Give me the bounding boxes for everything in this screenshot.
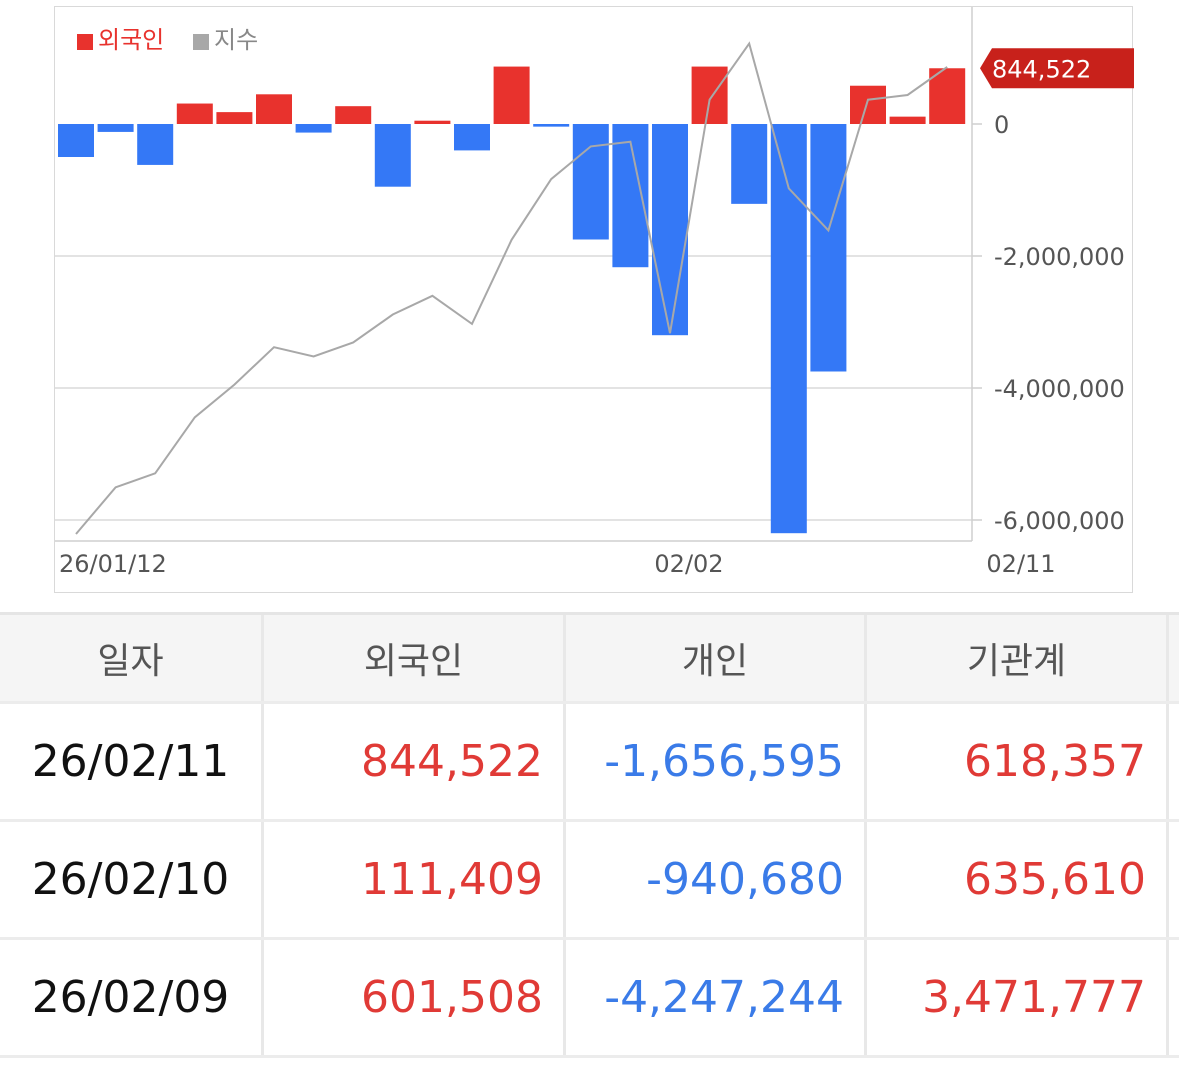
table-row[interactable]: 26/02/09 601,508 -4,247,244 3,471,777	[0, 940, 1179, 1058]
y-tick-label: -6,000,000	[994, 507, 1125, 535]
bar	[652, 124, 688, 336]
legend-swatch	[193, 34, 209, 50]
row-foreign: 844,522	[264, 704, 566, 819]
bar	[533, 124, 570, 127]
bar	[889, 116, 926, 124]
bar	[454, 124, 490, 151]
current-value-label: 844,522	[992, 55, 1091, 83]
bar	[58, 124, 94, 157]
table-row[interactable]: 26/02/11 844,522 -1,656,595 618,357	[0, 704, 1179, 822]
bar	[335, 106, 372, 124]
row-overflow	[1169, 940, 1179, 1055]
bar	[691, 66, 728, 124]
row-date: 26/02/10	[0, 822, 264, 937]
bar	[731, 124, 768, 204]
bar	[414, 120, 451, 124]
bar	[572, 124, 609, 240]
bar	[176, 103, 213, 124]
table-row[interactable]: 26/02/10 111,409 -940,680 635,610	[0, 822, 1179, 940]
y-tick-label: -2,000,000	[994, 243, 1125, 271]
bar	[810, 124, 847, 372]
row-institution: 3,471,777	[867, 940, 1169, 1055]
x-tick-label: 02/02	[654, 550, 723, 578]
chart-panel: 0 -2,000,000 -4,000,000 -6,000,000 26/01/12 0…	[54, 6, 1134, 593]
row-foreign: 111,409	[264, 822, 566, 937]
bar	[850, 85, 886, 124]
current-value-tag	[980, 48, 1134, 89]
row-individual: -4,247,244	[566, 940, 867, 1055]
bar	[295, 124, 332, 133]
legend-label: 지수	[214, 26, 258, 54]
table-header-row: 일자 외국인 개인 기관계	[0, 612, 1179, 704]
row-date: 26/02/09	[0, 940, 264, 1055]
bar	[216, 112, 253, 124]
y-tick-label: 0	[994, 111, 1009, 139]
x-tick-label: 02/11	[986, 550, 1055, 578]
row-individual: -1,656,595	[566, 704, 867, 819]
header-institution[interactable]: 기관계	[867, 615, 1169, 701]
chart-svg: 0 -2,000,000 -4,000,000 -6,000,000 26/01/12 0…	[55, 7, 1134, 578]
bar	[97, 124, 134, 132]
legend-swatch	[77, 34, 93, 50]
bar	[137, 124, 174, 165]
row-overflow	[1169, 822, 1179, 937]
header-individual[interactable]: 개인	[566, 615, 867, 701]
row-individual: -940,680	[566, 822, 867, 937]
bar	[256, 94, 292, 124]
header-foreign[interactable]: 외국인	[264, 615, 566, 701]
y-tick-label: -4,000,000	[994, 375, 1125, 403]
row-institution: 635,610	[867, 822, 1169, 937]
row-date: 26/02/11	[0, 704, 264, 819]
header-date[interactable]: 일자	[0, 615, 264, 701]
bar	[929, 68, 966, 124]
bar	[493, 66, 530, 124]
header-overflow	[1169, 615, 1179, 701]
legend-label: 외국인	[98, 26, 164, 54]
bar	[770, 124, 807, 534]
x-tick-label: 26/01/12	[59, 550, 167, 578]
row-institution: 618,357	[867, 704, 1169, 819]
row-overflow	[1169, 704, 1179, 819]
bar	[374, 124, 411, 187]
row-foreign: 601,508	[264, 940, 566, 1055]
index-line	[75, 41, 948, 535]
